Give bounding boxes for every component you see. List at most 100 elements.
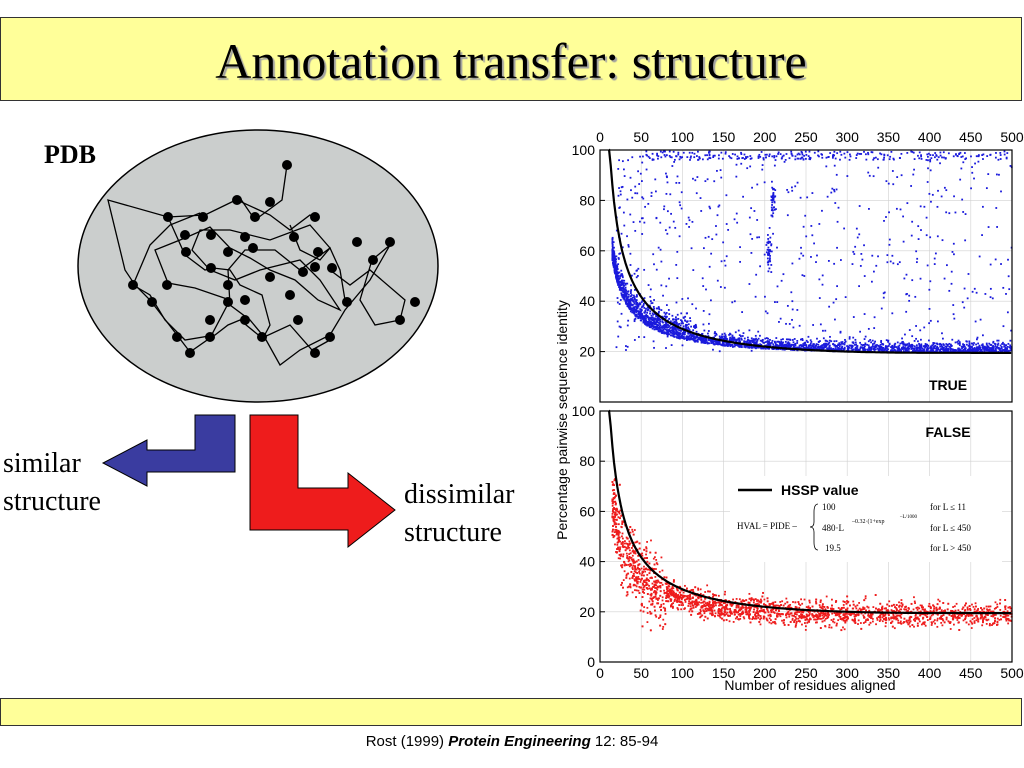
scatter-point [620,293,623,296]
scatter-point [661,628,664,630]
scatter-point [905,343,908,346]
scatter-point [611,238,614,241]
scatter-point [691,602,693,605]
scatter-point [680,598,683,601]
scatter-point [667,596,670,599]
scatter-point [643,311,646,314]
scatter-point [666,323,669,326]
scatter-point [896,263,899,266]
scatter-point [827,348,830,350]
scatter-point [889,260,892,263]
scatter-point [891,254,894,257]
scatter-point [698,156,701,158]
scatter-point [665,285,668,288]
scatter-point [802,158,805,161]
scatter-point [947,152,950,155]
scatter-point [628,303,631,305]
scatter-point [680,156,683,159]
scatter-point [920,229,922,231]
scatter-point [625,290,627,293]
scatter-point [973,348,976,351]
scatter-point [673,335,676,338]
scatter-point [627,319,630,322]
scatter-point [623,297,626,299]
scatter-point [646,323,648,325]
scatter-point [612,510,614,513]
scatter-point [864,153,867,156]
scatter-point [864,342,867,345]
scatter-point [827,343,829,346]
scatter-point [624,282,627,285]
scatter-point [881,342,884,345]
scatter-point [659,324,662,327]
scatter-point [629,308,632,311]
scatter-point [671,592,674,594]
scatter-point [662,618,665,621]
scatter-point [902,240,905,243]
scatter-point [667,309,670,311]
scatter-point [788,157,791,160]
scatter-point [835,340,838,342]
scatter-point [757,330,760,333]
scatter-point [670,326,673,329]
scatter-point [631,591,634,594]
scatter-point [631,196,634,199]
scatter-point [732,340,735,342]
scatter-point [884,346,887,349]
scatter-point [987,173,990,176]
scatter-point [768,258,771,261]
scatter-point [636,307,638,310]
scatter-point [898,350,901,353]
scatter-point [681,333,684,335]
scatter-point [756,339,759,342]
scatter-point [672,326,675,329]
scatter-point [812,348,814,350]
scatter-point [939,162,941,165]
scatter-point [757,155,760,158]
scatter-point [680,191,683,194]
scatter-point [854,338,857,341]
scatter-point [768,340,770,343]
scatter-point [672,318,675,321]
scatter-point [639,316,642,319]
scatter-point [663,331,666,334]
scatter-point [681,321,684,324]
scatter-point [657,306,660,308]
scatter-point [650,316,653,319]
scatter-point [767,238,770,240]
scatter-point [954,341,957,344]
scatter-point [615,271,617,274]
scatter-point [678,335,680,337]
scatter-point [865,158,868,161]
scatter-point [673,161,676,163]
scatter-point [773,164,776,167]
scatter-point [629,295,632,298]
scatter-point [928,350,931,353]
scatter-point [789,339,792,341]
scatter-point [623,175,626,177]
scatter-point [905,293,908,296]
scatter-point [801,338,804,340]
scatter-point [612,255,615,258]
scatter-point [693,152,696,155]
scatter-point [880,346,882,348]
scatter-point [767,337,769,340]
scatter-point [764,153,767,156]
scatter-point [784,159,787,161]
scatter-point [657,318,660,321]
scatter-point [681,156,684,159]
scatter-point [825,156,828,159]
scatter-point [755,273,758,276]
scatter-point [989,296,992,299]
scatter-point [645,553,647,556]
scatter-point [784,340,787,343]
scatter-point [707,330,710,332]
scatter-point [685,325,687,328]
scatter-point [766,248,769,251]
scatter-point [637,305,640,308]
scatter-point [633,318,636,321]
scatter-point [655,307,658,310]
scatter-point [737,329,740,332]
scatter-point [926,181,929,183]
scatter-point [892,183,895,186]
